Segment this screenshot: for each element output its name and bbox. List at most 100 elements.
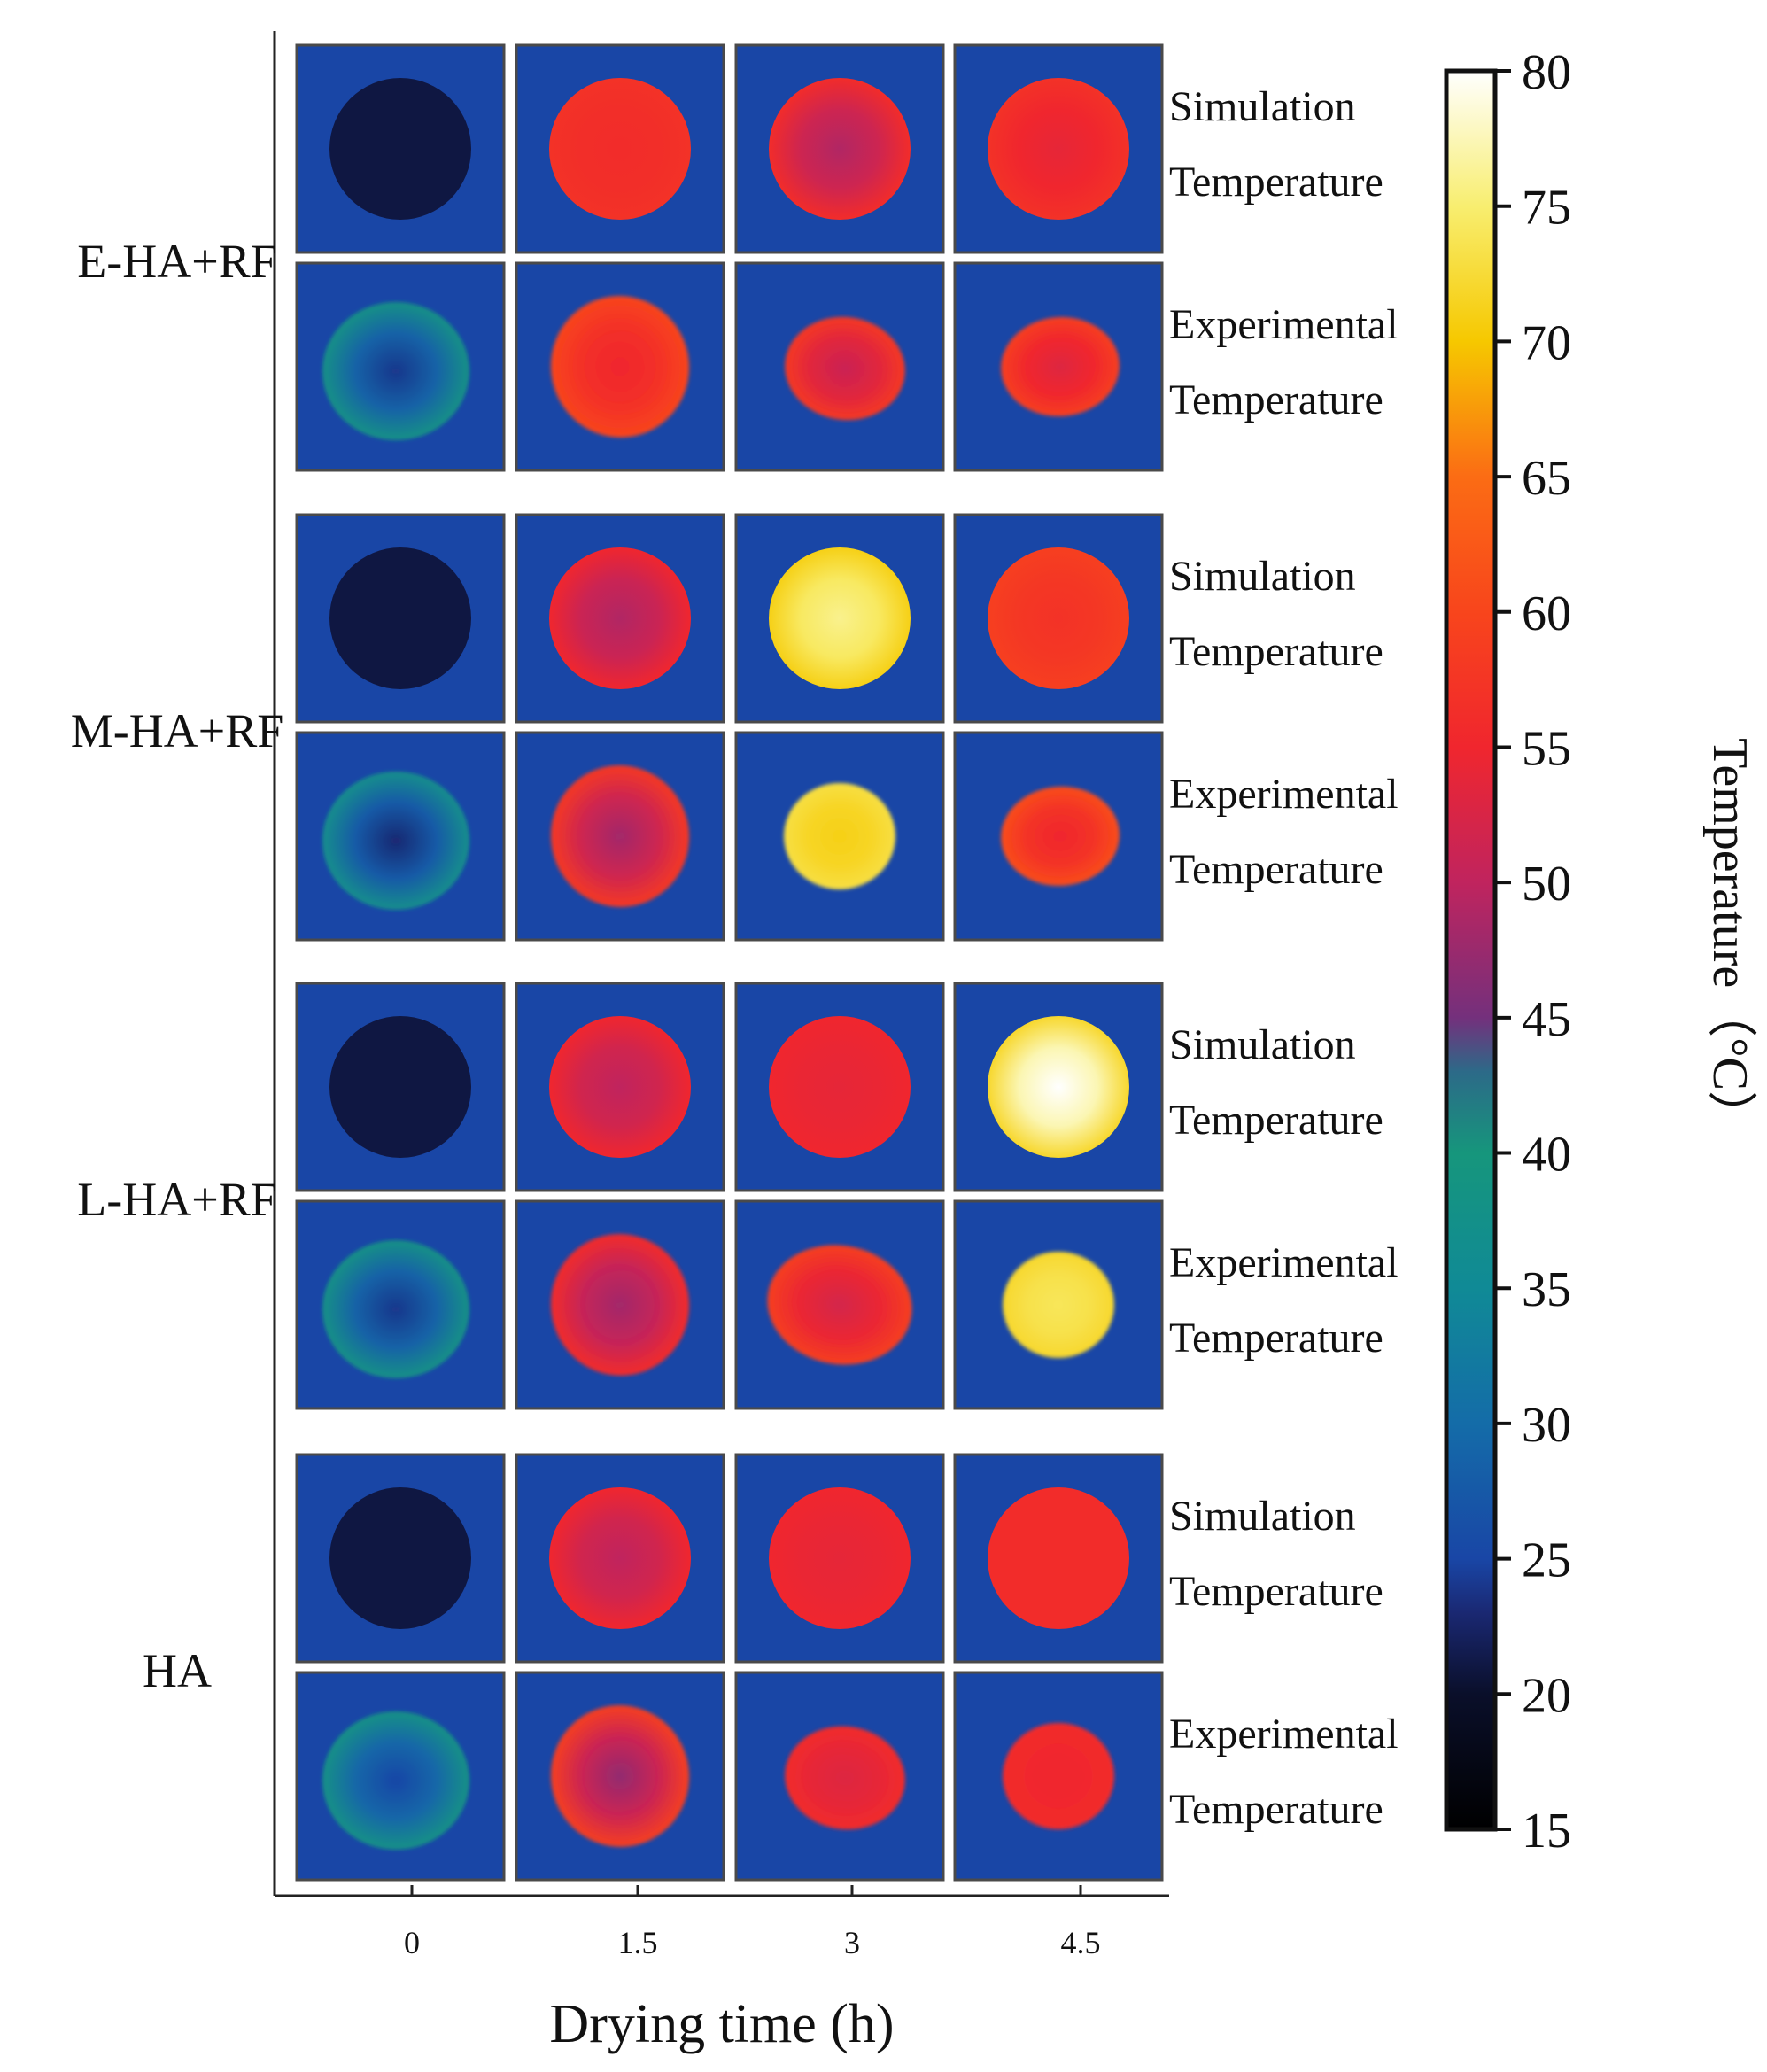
sample-temperature-spot xyxy=(1003,1723,1114,1829)
thermal-panel xyxy=(295,731,506,942)
group-labels: E-HA+RF M-HA+RF L-HA+RF HA xyxy=(71,235,284,1697)
thermal-panel xyxy=(734,1671,945,1882)
sample-temperature-spot xyxy=(988,547,1129,689)
thermal-panel xyxy=(953,731,1164,942)
row-label-line1: Experimental xyxy=(1169,1239,1399,1286)
row-label-line1: Simulation xyxy=(1169,553,1356,600)
sample-temperature-spot xyxy=(550,296,690,438)
row-label-line1: Experimental xyxy=(1169,1711,1399,1758)
sample-temperature-spot xyxy=(988,1016,1129,1158)
sample-temperature-spot xyxy=(769,1487,911,1629)
row-labels: Simulation Temperature Experimental Tempera… xyxy=(1169,83,1399,1833)
row-label-line1: Simulation xyxy=(1169,1493,1356,1540)
thermal-panel xyxy=(953,43,1164,254)
sample-temperature-spot xyxy=(988,78,1129,220)
colorbar-tick-label: 40 xyxy=(1522,1128,1571,1183)
thermal-panel xyxy=(734,1453,945,1664)
colorbar-tick-label: 80 xyxy=(1522,45,1571,100)
thermal-panel xyxy=(953,982,1164,1192)
thermal-panel xyxy=(295,43,506,254)
colorbar-tick-label: 25 xyxy=(1522,1533,1571,1588)
sample-temperature-spot xyxy=(550,1234,690,1376)
thermal-panel xyxy=(734,261,945,472)
colorbar-tick-label: 65 xyxy=(1522,451,1571,506)
group-label: E-HA+RF xyxy=(77,235,276,288)
row-label-line1: Simulation xyxy=(1169,83,1356,130)
x-axis-ticks: 0 1.5 3 4.5 xyxy=(404,1885,1101,1960)
colorbar-tick-label: 75 xyxy=(1522,181,1571,236)
row-label-line2: Temperature xyxy=(1169,1786,1383,1833)
colorbar-tick-label: 45 xyxy=(1522,992,1571,1047)
sample-temperature-spot xyxy=(549,1487,691,1629)
colorbar-tick-label: 35 xyxy=(1522,1262,1571,1317)
thermal-panel xyxy=(953,513,1164,724)
thermal-panel xyxy=(953,261,1164,472)
sample-temperature-spot xyxy=(322,772,469,910)
row-label-line2: Temperature xyxy=(1169,1097,1383,1144)
group-label: L-HA+RF xyxy=(77,1173,276,1226)
thermal-panel xyxy=(295,513,506,724)
row-label-line1: Experimental xyxy=(1169,771,1399,818)
group-label: HA xyxy=(143,1644,212,1697)
sample-temperature-spot xyxy=(329,78,471,220)
colorbar-ticks: 15 20 25 30 35 40 45 50 55 60 65 70 75 80 xyxy=(1495,45,1571,1859)
thermal-panel xyxy=(953,1453,1164,1664)
sample-temperature-spot xyxy=(549,78,691,220)
colorbar-tick-label: 50 xyxy=(1522,857,1571,912)
row-label-line2: Temperature xyxy=(1169,1568,1383,1615)
colorbar-tick-label: 20 xyxy=(1522,1668,1571,1723)
sample-temperature-spot xyxy=(329,1016,471,1158)
sample-temperature-spot xyxy=(988,1487,1129,1629)
x-tick-label: 0 xyxy=(404,1925,420,1960)
colorbar-tick-label: 60 xyxy=(1522,586,1571,641)
x-tick-label: 3 xyxy=(844,1925,860,1960)
row-label-line2: Temperature xyxy=(1169,846,1383,893)
sample-temperature-spot xyxy=(329,1487,471,1629)
thermal-panel xyxy=(734,731,945,942)
row-label-line2: Temperature xyxy=(1169,628,1383,675)
sample-temperature-spot xyxy=(322,302,469,440)
x-tick-label: 1.5 xyxy=(618,1925,658,1960)
sample-temperature-spot xyxy=(329,547,471,689)
sample-temperature-spot xyxy=(769,1016,911,1158)
thermal-panel xyxy=(295,1453,506,1664)
thermal-panel xyxy=(295,1671,506,1882)
sample-temperature-spot xyxy=(550,765,690,907)
sample-temperature-spot xyxy=(322,1711,469,1850)
sample-temperature-spot xyxy=(549,1016,691,1158)
colorbar-title: Temperature（°C） xyxy=(1702,738,1757,1140)
thermal-panel xyxy=(515,261,725,472)
thermal-panel xyxy=(515,513,725,724)
thermal-panel xyxy=(515,1453,725,1664)
row-label-line2: Temperature xyxy=(1169,1315,1383,1362)
colorbar-tick-label: 70 xyxy=(1522,315,1571,370)
thermal-panel xyxy=(734,1199,945,1410)
thermal-panel xyxy=(515,731,725,942)
group-label: M-HA+RF xyxy=(71,704,284,757)
row-label-line1: Simulation xyxy=(1169,1021,1356,1068)
thermal-panel xyxy=(515,982,725,1192)
thermal-panel xyxy=(953,1199,1164,1410)
colorbar-tick-label: 30 xyxy=(1522,1398,1571,1453)
sample-temperature-spot xyxy=(1001,786,1120,887)
thermal-panel xyxy=(515,1671,725,1882)
thermal-panel xyxy=(734,513,945,724)
thermal-panel xyxy=(734,982,945,1192)
sample-temperature-spot xyxy=(769,547,911,689)
thermal-panel xyxy=(953,1671,1164,1882)
sample-temperature-spot xyxy=(784,783,895,889)
sample-temperature-spot xyxy=(785,1726,905,1830)
sample-temperature-spot xyxy=(785,316,905,421)
thermal-panel xyxy=(295,1199,506,1410)
sample-temperature-spot xyxy=(549,547,691,689)
thermal-panel xyxy=(515,1199,725,1410)
sample-temperature-spot xyxy=(1001,316,1120,417)
colorbar-tick-label: 55 xyxy=(1522,721,1571,776)
thermal-panel xyxy=(515,43,725,254)
sample-temperature-spot xyxy=(1003,1252,1114,1358)
sample-temperature-spot xyxy=(769,78,911,220)
row-label-line2: Temperature xyxy=(1169,159,1383,206)
row-label-line1: Experimental xyxy=(1169,301,1399,348)
colorbar xyxy=(1444,68,1498,1832)
